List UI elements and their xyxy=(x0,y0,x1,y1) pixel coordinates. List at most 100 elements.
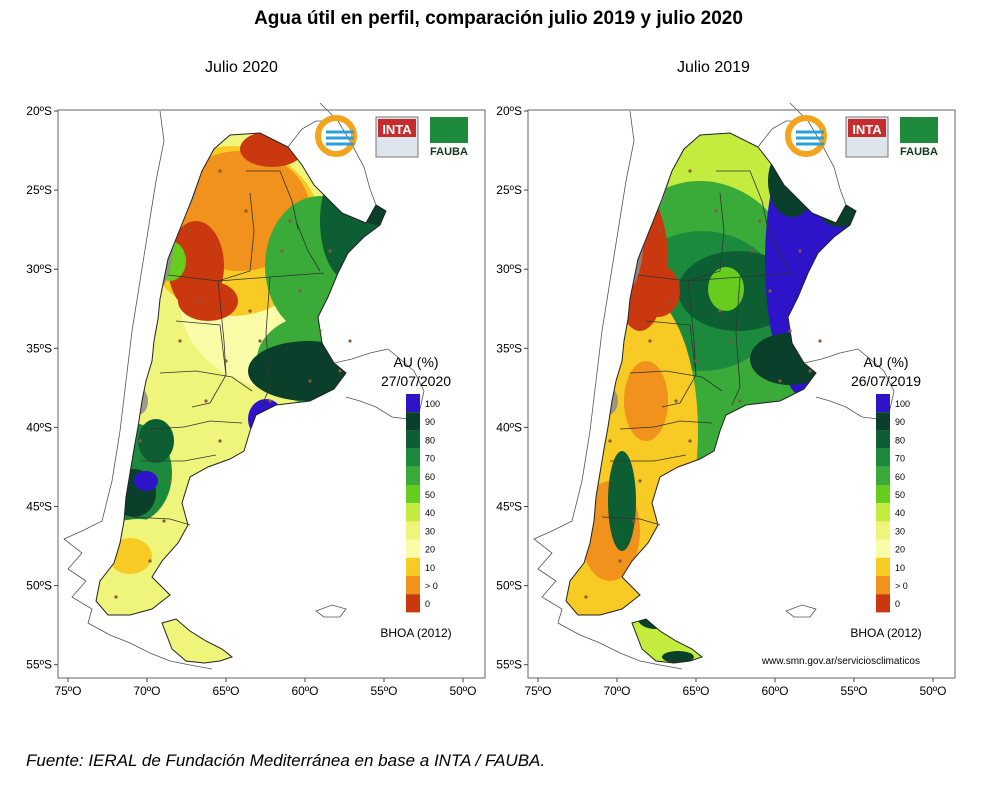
legend-swatch xyxy=(876,576,890,595)
legend-date: 27/07/2020 xyxy=(381,373,451,389)
lon-label: 50ºO xyxy=(919,684,946,698)
province-border xyxy=(637,272,795,282)
station-dot xyxy=(768,289,772,293)
station-dot xyxy=(328,249,332,253)
legend-swatch xyxy=(876,594,890,613)
station-dot xyxy=(248,309,252,313)
station-dot xyxy=(318,329,322,333)
country-border xyxy=(757,120,796,148)
water-zone xyxy=(624,361,668,441)
station-dot xyxy=(788,329,792,333)
legend-title: AU (%) xyxy=(393,354,438,370)
country-border xyxy=(63,110,213,670)
legend-value: 70 xyxy=(895,454,905,464)
legend-title: AU (%) xyxy=(863,354,908,370)
legend-value: 30 xyxy=(895,526,905,536)
province-border xyxy=(601,516,661,526)
legend-value: 60 xyxy=(895,472,905,482)
station-dot xyxy=(632,519,636,523)
station-dot xyxy=(168,479,172,483)
lon-label: 60ºO xyxy=(291,684,318,698)
legend-swatch xyxy=(406,594,420,613)
station-dot xyxy=(188,229,192,233)
legend-value: 20 xyxy=(895,545,905,555)
station-dot xyxy=(268,399,272,403)
station-dot xyxy=(648,339,652,343)
province-border xyxy=(217,192,255,282)
legend-value: 80 xyxy=(425,435,435,445)
lat-label: 25ºS xyxy=(496,183,522,197)
legend-swatch xyxy=(406,412,420,431)
lat-label: 35ºS xyxy=(496,341,522,355)
lat-label: 20ºS xyxy=(26,104,52,118)
station-dot xyxy=(668,299,672,303)
lat-label: 30ºS xyxy=(496,262,522,276)
legend-date: 26/07/2019 xyxy=(851,373,921,389)
water-zone xyxy=(636,265,680,317)
station-dot xyxy=(218,439,222,443)
legend-swatch xyxy=(406,466,420,485)
argentina-outline xyxy=(95,132,387,616)
water-zone xyxy=(134,471,158,491)
legend-swatch xyxy=(406,576,420,595)
country-border xyxy=(803,348,895,420)
legend-swatch xyxy=(406,430,420,449)
legend-value: 40 xyxy=(425,508,435,518)
legend-swatch xyxy=(876,394,890,413)
tierra-del-fuego-outline xyxy=(161,618,234,664)
tierra-del-fuego-outline xyxy=(631,618,704,664)
legend-value: 90 xyxy=(895,417,905,427)
model-label: BHOA (2012) xyxy=(380,626,451,640)
legend-swatch xyxy=(876,412,890,431)
map-panel-2019: 20ºS 25ºS 30ºS 35ºS 40ºS 45ºS 50ºS 55ºS 75ºO 70ºO… xyxy=(490,101,970,701)
legend-swatch xyxy=(406,557,420,576)
model-label: BHOA (2012) xyxy=(850,626,921,640)
lon-label: 70ºO xyxy=(133,684,160,698)
legend-value: > 0 xyxy=(895,581,908,591)
station-dot xyxy=(718,309,722,313)
lat-label: 50ºS xyxy=(26,579,52,593)
lon-label: 60ºO xyxy=(761,684,788,698)
legend-swatch xyxy=(876,503,890,522)
legend-swatch xyxy=(876,557,890,576)
legend-value: 50 xyxy=(425,490,435,500)
water-waves-icon xyxy=(326,130,354,146)
station-dot xyxy=(750,249,754,253)
lon-label: 75ºO xyxy=(54,684,81,698)
station-dot xyxy=(338,369,342,373)
station-dot xyxy=(778,379,782,383)
legend-swatch xyxy=(876,448,890,467)
lon-label: 70ºO xyxy=(603,684,630,698)
station-dot xyxy=(198,299,202,303)
lat-label: 45ºS xyxy=(26,500,52,514)
province-border xyxy=(261,276,271,406)
province-border xyxy=(175,320,227,408)
lon-label: 65ºO xyxy=(212,684,239,698)
legend-swatch xyxy=(406,521,420,540)
province-border xyxy=(295,220,321,272)
lat-label: 50ºS xyxy=(496,579,522,593)
source-note: Fuente: IERAL de Fundación Mediterránea … xyxy=(26,751,546,770)
water-zone xyxy=(662,651,694,663)
lon-label: 50ºO xyxy=(449,684,476,698)
province-border xyxy=(765,220,791,272)
legend-swatch xyxy=(406,394,420,413)
fauba-logo-text: FAUBA xyxy=(900,146,938,158)
legend-value: 70 xyxy=(425,454,435,464)
lat-label: 35ºS xyxy=(26,341,52,355)
argentina-outline xyxy=(565,132,857,616)
province-border xyxy=(610,454,687,462)
station-dot xyxy=(308,379,312,383)
station-dot xyxy=(818,339,822,343)
station-dot xyxy=(688,169,692,173)
station-dot xyxy=(674,399,678,403)
inta-logo-text: INTA xyxy=(382,122,412,137)
inta-logo-band xyxy=(848,119,886,137)
legend-value: 30 xyxy=(425,526,435,536)
lat-label: 45ºS xyxy=(496,500,522,514)
station-dot xyxy=(138,439,142,443)
legend-swatch xyxy=(876,466,890,485)
legend-value: 100 xyxy=(895,399,910,409)
